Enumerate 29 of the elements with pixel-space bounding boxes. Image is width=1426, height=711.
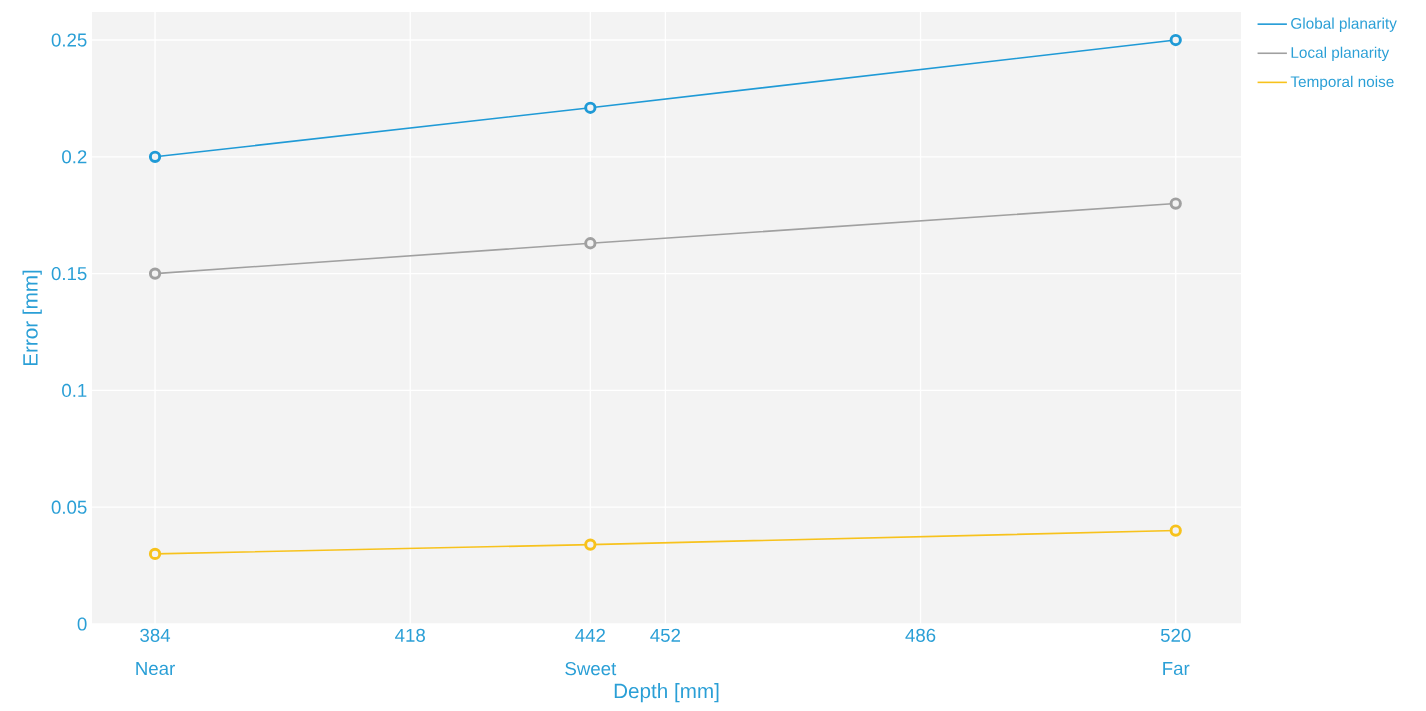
text: Sweet <box>565 662 617 676</box>
y-tick-label: 0.2 <box>62 150 87 164</box>
x-tick-label: 384 <box>140 628 171 642</box>
y-tick-label: 0.15 <box>51 266 87 281</box>
y-tick-label: 0.05 <box>51 500 87 514</box>
x-tick-label: 442 <box>575 628 605 642</box>
point <box>584 101 597 114</box>
point <box>148 267 162 280</box>
point <box>148 150 162 163</box>
x-tick-label: 418 <box>395 628 425 642</box>
x-axis-title: Depth [mm] <box>614 683 719 703</box>
point <box>148 547 162 561</box>
point <box>1169 33 1182 47</box>
text: Far <box>1163 662 1190 676</box>
y-axis-title: Error [mm] <box>22 270 42 366</box>
legend-label: Temporal noise <box>1290 75 1394 91</box>
x-tick-label: 520 <box>1160 628 1191 642</box>
x-tick-label: 452 <box>650 628 681 642</box>
y-tick-label: 0 <box>77 617 87 631</box>
text: Near <box>136 662 175 676</box>
y-tick-label: 0.25 <box>51 33 87 47</box>
point <box>584 237 597 250</box>
point <box>1169 524 1182 537</box>
point <box>584 538 597 551</box>
y-tick-label: 0.1 <box>62 383 87 398</box>
x-tick-label: 486 <box>905 628 936 642</box>
legend-label: Global planarity <box>1291 17 1397 32</box>
point <box>1169 197 1182 210</box>
legend-label: Local planarity <box>1291 46 1390 61</box>
